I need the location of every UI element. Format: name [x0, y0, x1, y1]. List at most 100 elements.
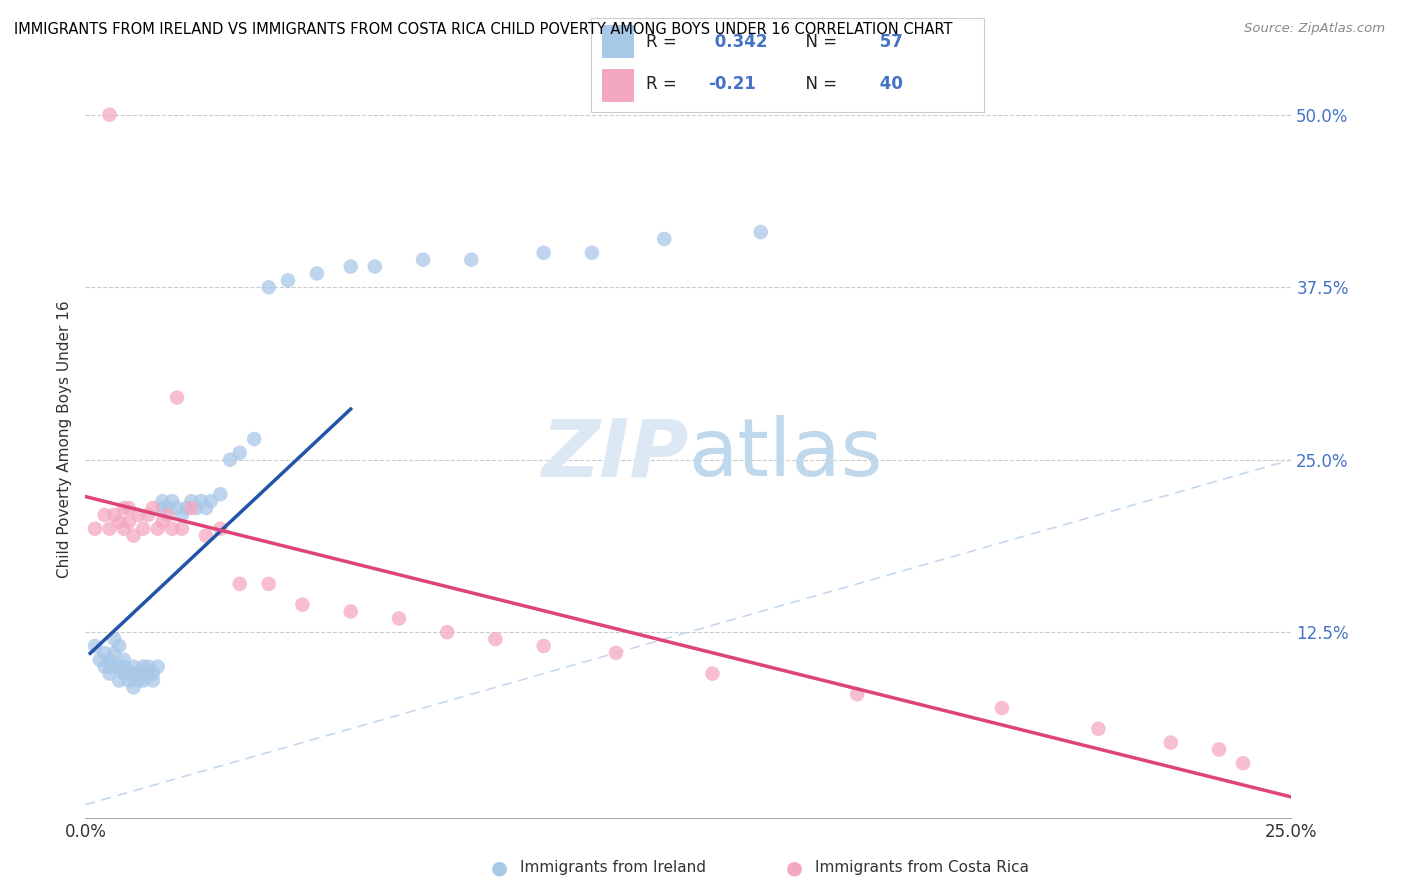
Immigrants from Ireland: [108, 659, 131, 673]
Immigrants from Costa Rica: [93, 508, 115, 522]
Immigrants from Ireland: [219, 452, 242, 467]
Immigrants from Ireland: [229, 446, 252, 460]
Y-axis label: Child Poverty Among Boys Under 16: Child Poverty Among Boys Under 16: [58, 301, 72, 578]
Immigrants from Ireland: [103, 646, 125, 660]
Text: Immigrants from Costa Rica: Immigrants from Costa Rica: [815, 861, 1029, 875]
Immigrants from Costa Rica: [122, 528, 145, 542]
Text: 40: 40: [875, 75, 903, 93]
Text: ●: ●: [786, 858, 803, 878]
Immigrants from Costa Rica: [170, 522, 193, 536]
Immigrants from Costa Rica: [991, 701, 1014, 715]
Text: Source: ZipAtlas.com: Source: ZipAtlas.com: [1244, 22, 1385, 36]
Immigrants from Costa Rica: [291, 598, 314, 612]
Immigrants from Ireland: [194, 501, 217, 516]
Immigrants from Costa Rica: [533, 639, 555, 653]
Immigrants from Ireland: [200, 494, 222, 508]
Immigrants from Costa Rica: [257, 577, 280, 591]
Text: N =: N =: [796, 75, 842, 93]
Immigrants from Ireland: [132, 659, 155, 673]
Immigrants from Ireland: [364, 260, 387, 274]
Immigrants from Ireland: [103, 632, 125, 646]
Immigrants from Ireland: [652, 232, 675, 246]
Immigrants from Costa Rica: [118, 501, 141, 516]
Immigrants from Ireland: [166, 501, 188, 516]
Immigrants from Ireland: [136, 666, 159, 681]
Immigrants from Costa Rica: [127, 508, 149, 522]
FancyBboxPatch shape: [602, 25, 634, 58]
Immigrants from Costa Rica: [436, 625, 458, 640]
Immigrants from Ireland: [122, 681, 145, 695]
Immigrants from Ireland: [190, 494, 212, 508]
Immigrants from Ireland: [118, 673, 141, 688]
Immigrants from Costa Rica: [103, 508, 125, 522]
Immigrants from Costa Rica: [112, 501, 135, 516]
Immigrants from Costa Rica: [1232, 756, 1254, 771]
Immigrants from Costa Rica: [160, 522, 183, 536]
Immigrants from Ireland: [122, 666, 145, 681]
Immigrants from Ireland: [93, 659, 115, 673]
Immigrants from Costa Rica: [118, 515, 141, 529]
Text: IMMIGRANTS FROM IRELAND VS IMMIGRANTS FROM COSTA RICA CHILD POVERTY AMONG BOYS U: IMMIGRANTS FROM IRELAND VS IMMIGRANTS FR…: [14, 22, 952, 37]
Immigrants from Ireland: [118, 666, 141, 681]
Immigrants from Ireland: [93, 646, 115, 660]
Immigrants from Costa Rica: [112, 522, 135, 536]
Immigrants from Ireland: [460, 252, 482, 267]
Immigrants from Ireland: [122, 659, 145, 673]
Immigrants from Costa Rica: [1208, 742, 1230, 756]
Immigrants from Ireland: [142, 673, 165, 688]
Immigrants from Ireland: [84, 639, 107, 653]
Immigrants from Ireland: [186, 501, 208, 516]
Immigrants from Ireland: [98, 653, 121, 667]
Immigrants from Ireland: [749, 225, 772, 239]
Immigrants from Ireland: [108, 673, 131, 688]
Immigrants from Ireland: [127, 666, 149, 681]
Immigrants from Costa Rica: [156, 508, 179, 522]
Immigrants from Ireland: [277, 273, 299, 287]
Immigrants from Ireland: [112, 653, 135, 667]
Immigrants from Ireland: [108, 639, 131, 653]
Immigrants from Ireland: [132, 673, 155, 688]
Text: Immigrants from Ireland: Immigrants from Ireland: [520, 861, 706, 875]
Immigrants from Costa Rica: [180, 501, 202, 516]
Immigrants from Costa Rica: [136, 508, 159, 522]
Text: ZIP: ZIP: [541, 415, 689, 493]
Immigrants from Costa Rica: [142, 501, 165, 516]
Text: atlas: atlas: [689, 415, 883, 493]
Immigrants from Ireland: [127, 673, 149, 688]
Immigrants from Costa Rica: [152, 515, 174, 529]
Immigrants from Costa Rica: [166, 391, 188, 405]
Immigrants from Costa Rica: [484, 632, 506, 646]
Immigrants from Ireland: [180, 494, 202, 508]
Text: R =: R =: [645, 75, 682, 93]
Immigrants from Ireland: [160, 494, 183, 508]
Immigrants from Costa Rica: [98, 522, 121, 536]
Immigrants from Costa Rica: [702, 666, 724, 681]
Text: N =: N =: [796, 33, 842, 51]
Text: ●: ●: [491, 858, 508, 878]
Immigrants from Ireland: [243, 432, 266, 446]
Immigrants from Ireland: [112, 659, 135, 673]
Immigrants from Costa Rica: [132, 522, 155, 536]
Immigrants from Costa Rica: [339, 605, 361, 619]
Immigrants from Costa Rica: [84, 522, 107, 536]
Immigrants from Ireland: [136, 659, 159, 673]
Immigrants from Ireland: [533, 245, 555, 260]
Immigrants from Costa Rica: [209, 522, 232, 536]
Immigrants from Ireland: [257, 280, 280, 294]
FancyBboxPatch shape: [602, 70, 634, 103]
Immigrants from Ireland: [152, 501, 174, 516]
Immigrants from Ireland: [156, 501, 179, 516]
Immigrants from Costa Rica: [194, 528, 217, 542]
Immigrants from Costa Rica: [846, 687, 869, 701]
Text: R =: R =: [645, 33, 682, 51]
Immigrants from Ireland: [112, 666, 135, 681]
Immigrants from Ireland: [98, 666, 121, 681]
Text: 0.342: 0.342: [709, 33, 768, 51]
Immigrants from Costa Rica: [388, 611, 411, 625]
Text: -0.21: -0.21: [709, 75, 756, 93]
Immigrants from Costa Rica: [1160, 735, 1182, 749]
Immigrants from Costa Rica: [98, 108, 121, 122]
Immigrants from Ireland: [339, 260, 361, 274]
Immigrants from Ireland: [103, 659, 125, 673]
Immigrants from Costa Rica: [229, 577, 252, 591]
